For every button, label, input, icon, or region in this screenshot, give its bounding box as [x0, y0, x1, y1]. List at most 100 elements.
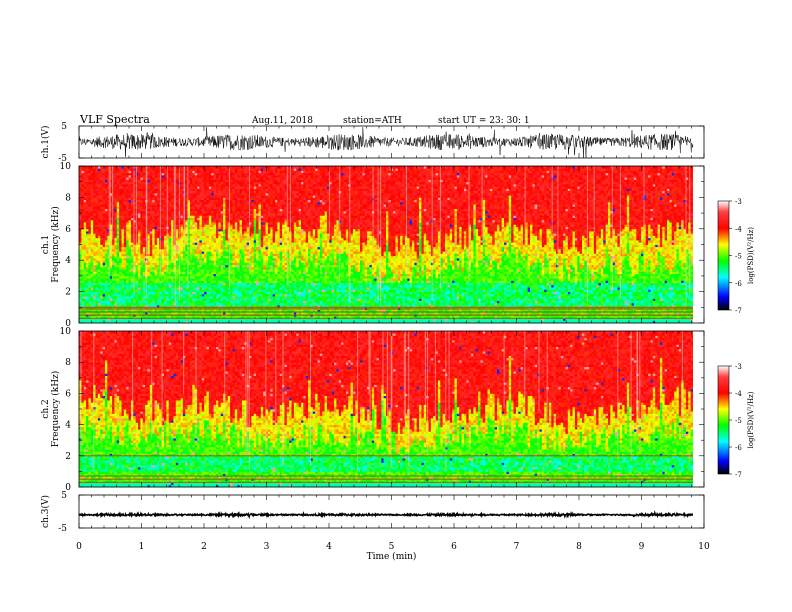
spectrogram-cell [91, 227, 94, 230]
spectrogram-cell [117, 233, 120, 236]
spectrogram-cell [155, 227, 158, 230]
spectrogram-cell [105, 186, 108, 189]
spectrogram-cell [100, 274, 103, 277]
spectrogram-cell [157, 227, 160, 230]
spectrogram-cell [100, 233, 103, 236]
spectrogram-cell [91, 265, 94, 268]
spectrogram-cell [164, 195, 167, 198]
spectrogram-cell [103, 296, 106, 299]
spectrogram-cell [84, 195, 87, 198]
spectrogram-cell [98, 227, 101, 230]
spectrogram-cell [105, 195, 108, 198]
spectrogram-cell [93, 195, 96, 198]
spectrogram-cell [124, 233, 127, 236]
spectrogram-cell [138, 265, 141, 268]
spectrogram-cell [96, 274, 99, 277]
spectrogram-cell [124, 265, 127, 268]
spectrogram-cell [100, 258, 103, 261]
spectrogram-cell [124, 211, 127, 214]
spectrogram-cell [157, 258, 160, 261]
spectrogram-cell [110, 296, 113, 299]
spectrogram-cell [86, 211, 89, 214]
spectrogram-cell [169, 265, 172, 268]
spectrogram-cell [143, 186, 146, 189]
spectrogram-cell [119, 258, 122, 261]
spectrogram-cell [81, 265, 84, 268]
spectrogram-cell [88, 186, 91, 189]
spectrogram-cell [129, 170, 132, 173]
spectrogram-cell [98, 265, 101, 268]
spectrogram-cell [117, 265, 120, 268]
spectrogram-cell [96, 195, 99, 198]
spectrogram-cell [126, 186, 129, 189]
spectrogram-cell [103, 289, 106, 292]
spectrogram-cell [129, 289, 132, 292]
spectrogram-cell [103, 249, 106, 252]
spectrogram-cell [155, 170, 158, 173]
spectrogram-cell [150, 242, 153, 245]
spectrogram-cell [88, 242, 91, 245]
spectrogram-cell [122, 179, 125, 182]
spectrogram-cell [147, 218, 150, 221]
spectrogram-cell [86, 179, 89, 182]
spectrogram-cell [103, 179, 106, 182]
spectrogram-cell [150, 289, 153, 292]
spectrogram-cell [157, 280, 160, 283]
spectrogram-cell [126, 227, 129, 230]
spectrogram-cell [126, 233, 129, 236]
spectrogram-cell [169, 211, 172, 214]
spectrogram-cell [157, 170, 160, 173]
spectrogram-cell [164, 218, 167, 221]
spectrogram-cell [136, 289, 139, 292]
spectrogram-cell [150, 258, 153, 261]
spectrogram-cell [147, 186, 150, 189]
spectrogram-cell [162, 258, 165, 261]
spectrogram-cell [140, 211, 143, 214]
spectrogram-cell [86, 195, 89, 198]
spectrogram-cell [162, 296, 165, 299]
spectrogram-cell [100, 296, 103, 299]
spectrogram-cell [169, 233, 172, 236]
spectrogram-cell [138, 170, 141, 173]
spectrogram-cell [96, 211, 99, 214]
spectrogram-cell [88, 274, 91, 277]
spectrogram-cell [129, 218, 132, 221]
spectrogram-cell [98, 186, 101, 189]
spectrogram-cell [96, 258, 99, 261]
spectrogram-cell [138, 218, 141, 221]
spectrogram-cell [129, 202, 132, 205]
spectrogram-cell [93, 186, 96, 189]
spectrogram-cell [136, 249, 139, 252]
spectrogram-cell [147, 280, 150, 283]
spectrogram-cell [96, 186, 99, 189]
spectrogram-cell [147, 202, 150, 205]
spectrogram-cell [117, 211, 120, 214]
spectrogram-cell [114, 289, 117, 292]
spectrogram-cell [126, 195, 129, 198]
spectrogram-cell [110, 265, 113, 268]
spectrogram-cell [143, 258, 146, 261]
spectrogram-cell [155, 296, 158, 299]
spectrogram-cell [129, 195, 132, 198]
spectrogram-cell [98, 242, 101, 245]
spectrogram-cell [162, 242, 165, 245]
spectrogram-cell [159, 280, 162, 283]
spectrogram-cell [91, 179, 94, 182]
spectrogram-cell [131, 179, 134, 182]
ch1-waveform-panel: 5-5ch.1(V) [40, 122, 704, 164]
spectrogram-cell [107, 289, 110, 292]
spectrogram-cell [98, 202, 101, 205]
spectrogram-cell [107, 296, 110, 299]
spectrogram-cell [84, 233, 87, 236]
spectrogram-cell [140, 274, 143, 277]
spectrogram-cell [96, 289, 99, 292]
spectrogram-cell [119, 186, 122, 189]
spectrogram-cell [86, 202, 89, 205]
spectrogram-cell [114, 249, 117, 252]
spectrogram-cell [169, 289, 172, 292]
spectrogram-cell [96, 218, 99, 221]
spectrogram-cell [88, 258, 91, 261]
spectrogram-cell [155, 211, 158, 214]
spectrogram-cell [81, 280, 84, 283]
spectrogram-cell [114, 195, 117, 198]
